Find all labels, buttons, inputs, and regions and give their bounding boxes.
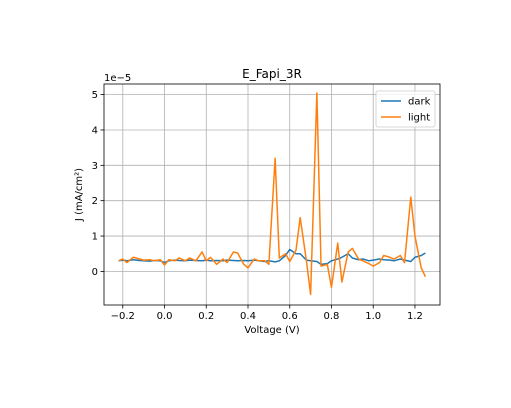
legend: dark light: [375, 90, 436, 128]
y-tick-label: 0: [92, 267, 98, 278]
legend-box: [375, 90, 436, 128]
y-tick-label: 3: [92, 161, 98, 172]
y-tick-label: 4: [92, 125, 98, 136]
y-tick-label: 2: [92, 196, 98, 207]
x-tick-label: 0.8: [324, 311, 340, 322]
y-tick-label: 1: [92, 232, 98, 243]
y-axis-label: J (mA/cm²): [74, 168, 85, 222]
x-tick-label: −0.2: [111, 311, 135, 322]
x-tick-label: 0.2: [198, 311, 214, 322]
x-tick-label: 1.0: [365, 311, 381, 322]
x-tick-label: 1.2: [407, 311, 423, 322]
series-line-light: [118, 92, 427, 296]
chart-title: E_Fapi_3R: [242, 67, 302, 81]
x-tick-label: 0.6: [282, 311, 298, 322]
y-tick-label: 5: [92, 90, 98, 101]
x-tick-label: 0.4: [240, 311, 256, 322]
series-lines: [118, 92, 427, 296]
plot-area-frame: [103, 83, 441, 306]
axis-ticks: −0.2 0.0 0.2 0.4 0.6 0.8 1.0 1.2 0 1 2 3 4 5: [92, 90, 423, 322]
x-tick-label: 0.0: [157, 311, 173, 322]
legend-label-dark: dark: [408, 97, 431, 108]
x-axis-label: Voltage (V): [244, 325, 299, 336]
legend-label-light: light: [408, 113, 430, 124]
y-axis-multiplier: 1e−5: [104, 73, 131, 84]
